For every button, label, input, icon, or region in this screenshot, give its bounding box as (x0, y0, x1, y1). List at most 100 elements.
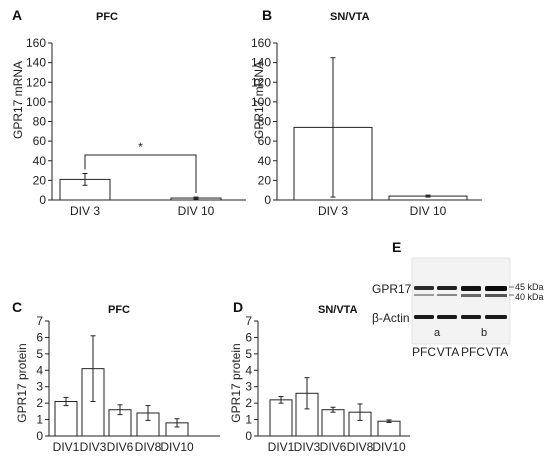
y-tick-label: 4 (36, 363, 43, 377)
panel-b-ylabel: GPR17 mRNA (252, 61, 266, 139)
y-tick-label: 160 (251, 36, 271, 50)
gpr17-band-lane2 (437, 286, 457, 290)
y-tick-label: 120 (251, 75, 271, 89)
y-tick-label: 20 (33, 173, 47, 187)
category-label: DIV3 (80, 440, 107, 454)
panel-b-title: SN/VTA (330, 11, 370, 23)
panel-e: E GPR17 β-Actin 45 kDa 40 kDa a b PFC VT… (372, 239, 544, 359)
y-tick-label: 80 (33, 115, 47, 129)
y-tick-label: 0 (36, 429, 43, 443)
panel-b: B SN/VTA GPR17 mRNA 0 20 40 60 80 100 120 140 16… (251, 7, 482, 218)
panel-b-plot: 0 20 40 60 80 100 120 140 160 DIV 3 DIV 10 (251, 36, 482, 218)
panel-letter-a: A (12, 7, 22, 23)
category-label: DIV 10 (410, 204, 447, 218)
panel-d-title: SN/VTA (318, 304, 358, 316)
lane-label-1: PFC (412, 345, 436, 359)
y-tick-label: 20 (258, 173, 272, 187)
y-tick-label: 60 (33, 134, 47, 148)
y-tick-label: 3 (36, 380, 43, 394)
y-tick-label: 40 (33, 154, 47, 168)
y-tick-label: 120 (26, 75, 46, 89)
y-tick-label: 0 (39, 193, 46, 207)
category-label: DIV10 (372, 440, 406, 454)
y-tick-label: 2 (245, 396, 252, 410)
blot-row-gpr17: GPR17 (372, 282, 412, 296)
category-label: DIV10 (160, 440, 194, 454)
significance-marker: * (138, 140, 143, 154)
bar (377, 420, 401, 437)
lane-label-3: PFC (461, 345, 485, 359)
panel-letter-c: C (12, 299, 22, 315)
y-tick-label: 2 (36, 396, 43, 410)
category-label: DIV 3 (318, 204, 348, 218)
gpr17-band-lane1 (414, 286, 434, 290)
actin-band-lane4 (485, 315, 507, 319)
blot-membrane (411, 257, 511, 345)
bar (54, 401, 78, 437)
panel-c-ylabel: GPR17 protein (15, 343, 29, 422)
panel-a-plot: 0 20 40 60 80 100 120 140 160 DIV 3 DIV 10 * (26, 36, 246, 218)
actin-band-lane3 (461, 315, 481, 319)
y-tick-label: 3 (245, 380, 252, 394)
category-label: DIV6 (320, 440, 347, 454)
marker-40-label: 40 kDa (515, 292, 544, 302)
panel-a: A PFC GPR17 mRNA 0 20 40 60 80 100 120 140 160 DI… (11, 7, 246, 218)
y-tick-label: 60 (258, 134, 272, 148)
y-tick-label: 0 (264, 193, 271, 207)
y-tick-label: 140 (251, 56, 271, 70)
y-tick-label: 1 (245, 413, 252, 427)
category-label: DIV3 (294, 440, 321, 454)
category-label: DIV1 (53, 440, 80, 454)
blot-row-actin: β-Actin (372, 311, 410, 325)
panel-c: C PFC GPR17 protein 0 1 2 3 4 5 6 7 DIV1 DIV3 DIV6… (12, 299, 220, 454)
y-tick-label: 80 (258, 115, 272, 129)
panel-c-title: PFC (108, 304, 130, 316)
panel-letter-e: E (392, 239, 401, 255)
panel-letter-d: D (233, 299, 243, 315)
bar (321, 409, 345, 437)
category-label: DIV 10 (178, 204, 215, 218)
y-tick-label: 6 (36, 330, 43, 344)
panel-a-ylabel: GPR17 mRNA (11, 61, 25, 139)
marker-45-label: 45 kDa (515, 282, 544, 292)
lower-band-lane4 (485, 294, 507, 297)
y-tick-label: 160 (26, 36, 46, 50)
category-label: DIV 3 (70, 204, 100, 218)
panel-a-title: PFC (96, 11, 118, 23)
panel-d-ylabel: GPR17 protein (229, 343, 243, 422)
y-tick-label: 5 (245, 347, 252, 361)
y-tick-label: 5 (36, 347, 43, 361)
lane-label-4: VTA (486, 345, 508, 359)
y-tick-label: 140 (26, 56, 46, 70)
actin-band-lane2 (437, 315, 457, 319)
gpr17-band-lane3 (461, 286, 481, 291)
panel-letter-b: B (262, 7, 272, 23)
category-label: DIV6 (107, 440, 134, 454)
y-tick-label: 40 (258, 154, 272, 168)
category-label: DIV1 (268, 440, 295, 454)
blot-group-b: b (481, 327, 487, 339)
y-tick-label: 1 (36, 413, 43, 427)
lane-label-2: VTA (437, 345, 459, 359)
gpr17-band-lane4 (485, 286, 507, 291)
actin-band-lane1 (414, 315, 434, 319)
blot-group-a: a (434, 327, 441, 339)
category-label: DIV8 (347, 440, 374, 454)
lower-band-lane2 (437, 294, 457, 296)
significance-bracket (84, 154, 197, 194)
y-tick-label: 0 (245, 429, 252, 443)
lower-band-lane3 (461, 294, 481, 297)
lower-band-lane1 (414, 294, 434, 296)
y-tick-label: 4 (245, 363, 252, 377)
y-tick-label: 6 (245, 330, 252, 344)
y-tick-label: 100 (251, 95, 271, 109)
y-tick-label: 7 (36, 314, 43, 328)
y-tick-label: 7 (245, 314, 252, 328)
y-tick-label: 100 (26, 95, 46, 109)
bar (269, 399, 293, 437)
category-label: DIV8 (135, 440, 162, 454)
